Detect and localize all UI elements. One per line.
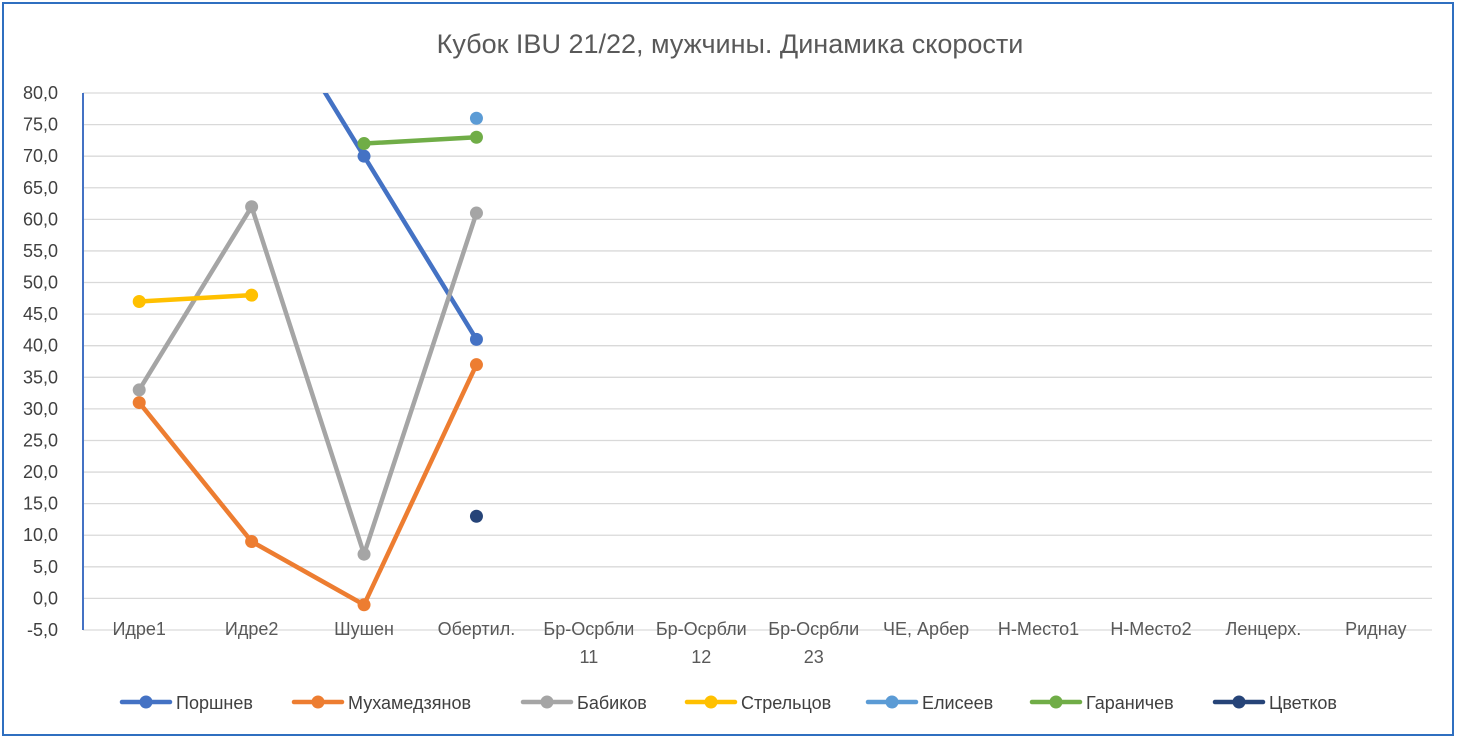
series-Бабиков-point	[469, 206, 483, 220]
y-tick-label: 65,0	[23, 178, 58, 198]
y-tick-label: 0,0	[33, 588, 58, 608]
series-Поршнев-lead-in	[322, 93, 367, 159]
legend-marker	[1049, 695, 1063, 709]
x-tick-label: 12	[691, 647, 711, 667]
series-Поршнев-point	[469, 332, 483, 346]
x-tick-label: Н-Место2	[1110, 619, 1191, 639]
series-Поршнев-segment	[361, 153, 479, 342]
legend-label: Поршнев	[176, 693, 253, 713]
x-tick-label: Обертил.	[438, 619, 516, 639]
x-tick-label: Идре2	[225, 619, 278, 639]
x-tick-label: Риднау	[1345, 619, 1406, 639]
series-Поршнев-point	[357, 149, 371, 163]
y-tick-label: 25,0	[23, 430, 58, 450]
x-tick-label: ЧЕ, Арбер	[883, 619, 969, 639]
legend-label: Бабиков	[577, 693, 647, 713]
legend-label: Стрельцов	[741, 693, 831, 713]
series-Мухамедзянов-point	[357, 598, 371, 612]
x-tick-label: 23	[804, 647, 824, 667]
series-Гараничев-segment	[361, 134, 479, 146]
legend-marker	[885, 695, 899, 709]
series-Бабиков-point	[132, 383, 146, 397]
x-tick-label: 11	[580, 647, 599, 667]
series-Мухамедзянов-segment	[136, 400, 254, 544]
x-tick-label: Н-Место1	[998, 619, 1079, 639]
y-tick-label: 5,0	[33, 557, 58, 577]
y-tick-label: 40,0	[23, 336, 58, 356]
x-tick-label: Бр-Осрбли	[656, 619, 747, 639]
legend-marker	[540, 695, 554, 709]
series-Мухамедзянов-segment	[361, 362, 479, 607]
series-Цветков-point	[469, 509, 483, 523]
series-Бабиков-segment	[361, 210, 479, 557]
series-Мухамедзянов-point	[132, 396, 146, 410]
y-tick-label: 10,0	[23, 525, 58, 545]
legend-marker	[704, 695, 718, 709]
series-Мухамедзянов-point	[469, 358, 483, 372]
series-Стрельцов-point	[132, 294, 146, 308]
legend-marker	[311, 695, 325, 709]
series-Бабиков-point	[357, 547, 371, 561]
x-tick-label: Ленцерх.	[1226, 619, 1302, 639]
legend-marker	[139, 695, 153, 709]
legend-label: Гараничев	[1086, 693, 1174, 713]
y-tick-label: 50,0	[23, 273, 58, 293]
y-tick-label: 20,0	[23, 462, 58, 482]
y-tick-label: 15,0	[23, 494, 58, 514]
series-Мухамедзянов-segment	[249, 539, 367, 607]
legend-label: Мухамедзянов	[348, 693, 471, 713]
x-tick-label: Шушен	[334, 619, 394, 639]
series-Бабиков-segment	[249, 204, 367, 557]
y-tick-label: 75,0	[23, 115, 58, 135]
series-Мухамедзянов-point	[245, 535, 259, 549]
series-Гараничев-point	[357, 137, 371, 151]
x-tick-label: Идре1	[112, 619, 165, 639]
legend-label: Цветков	[1269, 693, 1337, 713]
x-tick-label: Бр-Осрбли	[768, 619, 859, 639]
series-Стрельцов-point	[245, 288, 259, 302]
series-Елисеев-point	[469, 111, 483, 125]
chart-title: Кубок IBU 21/22, мужчины. Динамика скоро…	[437, 29, 1024, 59]
legend-marker	[1232, 695, 1246, 709]
y-tick-label: 45,0	[23, 304, 58, 324]
y-tick-label: 60,0	[23, 209, 58, 229]
y-tick-label: 30,0	[23, 399, 58, 419]
y-tick-label: 35,0	[23, 367, 58, 387]
y-tick-label: 80,0	[23, 83, 58, 103]
y-tick-label: 70,0	[23, 146, 58, 166]
x-tick-label: Бр-Осрбли	[543, 619, 634, 639]
series-Гараничев-point	[469, 130, 483, 144]
legend-label: Елисеев	[922, 693, 993, 713]
series-Бабиков-point	[245, 200, 259, 214]
y-tick-label: -5,0	[27, 620, 58, 640]
y-tick-label: 55,0	[23, 241, 58, 261]
series-Стрельцов-segment	[136, 292, 254, 304]
